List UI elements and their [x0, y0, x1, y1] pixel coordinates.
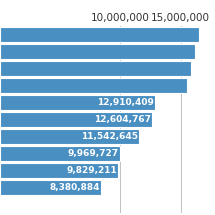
Bar	[0, 180, 101, 195]
Bar	[0, 146, 120, 161]
Bar	[0, 61, 191, 75]
Text: 11,542,645: 11,542,645	[81, 132, 138, 141]
Bar	[0, 95, 155, 110]
Bar	[0, 27, 199, 41]
Bar	[0, 129, 139, 144]
Bar	[0, 78, 187, 92]
Bar	[0, 112, 152, 127]
Text: 8,380,884: 8,380,884	[49, 183, 100, 192]
Bar	[0, 44, 195, 58]
Text: 12,604,767: 12,604,767	[94, 115, 150, 124]
Text: 9,969,727: 9,969,727	[68, 149, 119, 158]
Bar	[0, 163, 118, 178]
Text: 12,910,409: 12,910,409	[97, 98, 154, 107]
Text: 9,829,211: 9,829,211	[66, 166, 117, 175]
